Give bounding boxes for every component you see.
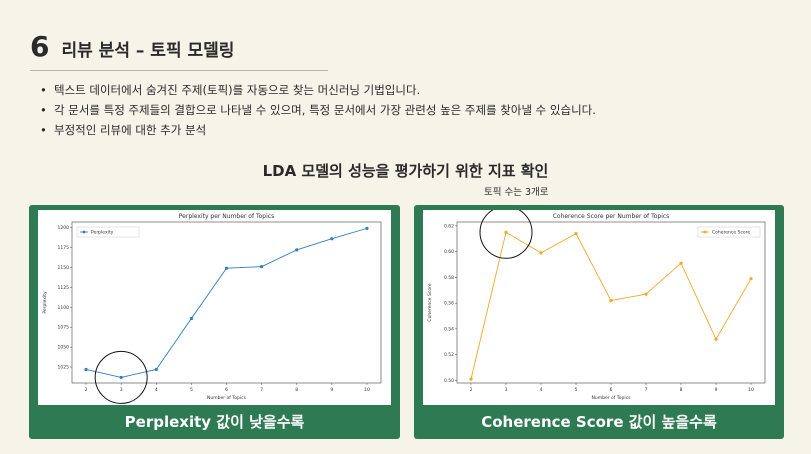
- data-point: [295, 248, 299, 252]
- data-point: [679, 261, 683, 265]
- plot-frame: [456, 221, 766, 384]
- y-tick-label: 1025: [58, 365, 70, 371]
- data-point: [469, 377, 473, 381]
- legend-box: [697, 226, 761, 238]
- y-tick-label: 0.60: [444, 249, 454, 255]
- highlight-circle: [479, 210, 533, 259]
- coherence-chart: Coherence Score per Number of Topics 2 3 4 5…: [423, 210, 775, 405]
- data-point: [644, 292, 648, 296]
- y-tick-label: 0.50: [444, 378, 454, 384]
- x-tick-label: 8: [295, 387, 298, 393]
- data-point: [574, 231, 578, 236]
- bullet-item: 부정적인 리뷰에 대한 추가 분석: [40, 120, 596, 140]
- bullet-item: 각 문서를 특정 주제들의 결합으로 나타낼 수 있으며, 특정 문서에서 가장…: [40, 100, 596, 120]
- y-tick-label: 1150: [58, 265, 70, 271]
- coherence-card: Coherence Score per Number of Topics 2 3 4 5…: [414, 205, 784, 439]
- data-point: [84, 367, 88, 372]
- x-tick-label: 5: [190, 387, 193, 393]
- y-tick-label: 0.58: [444, 275, 454, 281]
- data-point: [119, 375, 123, 380]
- data-point: [749, 277, 753, 281]
- section-number: 6: [30, 30, 50, 63]
- chart-title: Perplexity per Number of Topics: [179, 213, 274, 220]
- x-tick-label: 10: [748, 387, 754, 393]
- bullet-item: 텍스트 데이터에서 숨겨진 주제(토픽)를 자동으로 찾는 머신러닝 기법입니다…: [40, 80, 596, 100]
- chart-title: Coherence Score per Number of Topics: [553, 213, 670, 220]
- series-line: [470, 231, 752, 380]
- x-axis-label: Number of Topics: [592, 395, 632, 401]
- legend-box: [76, 226, 140, 238]
- data-point: [365, 226, 369, 230]
- y-tick-label: 1075: [58, 325, 70, 331]
- y-tick-label: 1200: [58, 225, 70, 231]
- perplexity-caption: Perplexity 값이 낮을수록: [124, 413, 305, 431]
- header-divider: [30, 70, 328, 71]
- y-tick-label: 1050: [58, 345, 70, 351]
- bullet-list: 텍스트 데이터에서 숨겨진 주제(토픽)를 자동으로 찾는 머신러닝 기법입니다…: [40, 80, 596, 140]
- legend-marker: [82, 230, 86, 234]
- x-tick-label: 6: [610, 387, 613, 393]
- legend-marker: [703, 230, 707, 234]
- x-tick-label: 9: [330, 387, 333, 393]
- series-line: [85, 227, 368, 378]
- y-axis-label: Coherence Score: [427, 283, 433, 321]
- data-point: [189, 316, 193, 321]
- coherence-caption: Coherence Score 값이 높을수록: [481, 413, 717, 431]
- y-axis-label: Perplexity: [42, 291, 48, 314]
- y-tick-label: 0.56: [444, 301, 454, 307]
- legend-label: Coherence Score: [712, 230, 750, 236]
- section-header: 6 리뷰 분석 – 토픽 모델링: [30, 30, 234, 63]
- x-tick-label: 3: [505, 387, 508, 393]
- data-point: [330, 237, 334, 241]
- data-point: [260, 265, 264, 269]
- data-point: [154, 367, 158, 372]
- x-tick-label: 2: [470, 387, 473, 393]
- perplexity-card: Perplexity per Number of Topics 2 3 4 5 6 7 8 9 1…: [29, 205, 400, 439]
- x-tick-label: 9: [715, 387, 718, 393]
- x-tick-label: 4: [155, 387, 158, 393]
- x-tick-label: 5: [575, 387, 578, 393]
- x-tick-label: 2: [85, 387, 88, 393]
- data-point: [224, 266, 229, 270]
- legend-label: Perplexity: [91, 230, 114, 236]
- perplexity-chart: Perplexity per Number of Topics 2 3 4 5 6 7 8 9 1…: [38, 210, 391, 405]
- plot-frame: [71, 221, 382, 384]
- section-title: 리뷰 분석 – 토픽 모델링: [61, 41, 235, 61]
- x-tick-label: 8: [680, 387, 683, 393]
- x-tick-label: 3: [120, 387, 123, 393]
- y-tick-label: 0.54: [444, 326, 454, 332]
- highlight-circle: [94, 350, 148, 404]
- data-point: [504, 230, 508, 234]
- x-tick-label: 7: [645, 387, 648, 393]
- x-axis-label: Number of Topics: [207, 395, 247, 401]
- data-point: [539, 251, 543, 255]
- data-point: [609, 298, 613, 303]
- x-tick-label: 10: [364, 387, 370, 393]
- metrics-heading: LDA 모델의 성능을 평가하기 위한 지표 확인: [262, 162, 549, 180]
- y-tick-label: 1100: [58, 305, 70, 311]
- topic-count-note: 토픽 수는 3개로: [484, 187, 549, 198]
- metrics-heading-wrap: LDA 모델의 성능을 평가하기 위한 지표 확인: [0, 160, 811, 181]
- x-tick-label: 7: [260, 387, 263, 393]
- y-tick-label: 0.62: [444, 223, 454, 229]
- y-tick-label: 0.52: [444, 352, 454, 358]
- y-tick-label: 1125: [58, 285, 70, 291]
- x-tick-label: 4: [540, 387, 543, 393]
- y-tick-label: 1175: [58, 245, 70, 251]
- x-tick-label: 6: [225, 387, 228, 393]
- data-point: [714, 337, 718, 341]
